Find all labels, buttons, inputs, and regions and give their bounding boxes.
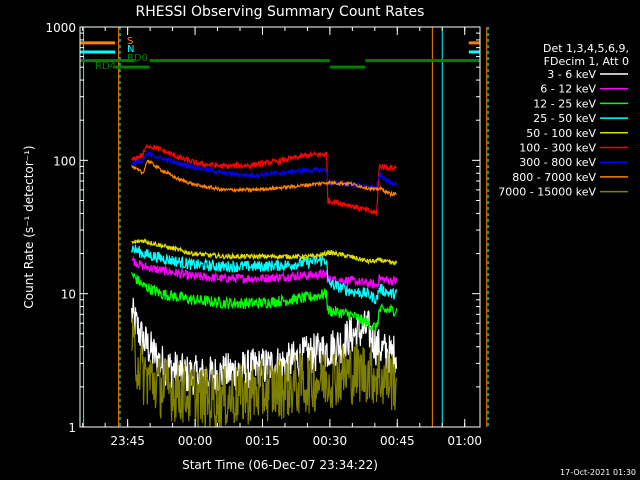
legend-header: FDecim 1, Att 0 — [544, 55, 629, 68]
series-line-300-800-kev — [131, 151, 398, 192]
state-label-rd0: RD0 — [127, 53, 148, 64]
footer-timestamp: 17-Oct-2021 01:30 — [560, 468, 636, 477]
state-label-s: S — [127, 36, 133, 47]
plot-frame — [79, 26, 481, 428]
x-tick-label: 00:45 — [380, 434, 415, 448]
legend-entry-label: 3 - 6 keV — [547, 68, 596, 81]
legend-entry-label: 300 - 800 keV — [519, 156, 596, 169]
legend-entry-label: 800 - 7000 keV — [512, 171, 596, 184]
legend-entry-label: 6 - 12 keV — [540, 83, 596, 96]
series-line-7000-15000-kev — [131, 318, 398, 428]
x-axis-label: Start Time (06-Dec-07 23:34:22) — [182, 458, 378, 472]
x-tick-label: 00:30 — [313, 434, 348, 448]
series-line-25-50-kev — [131, 244, 398, 305]
state-label-n: N — [127, 44, 134, 55]
legend-header: Det 1,3,4,5,6,9, — [543, 42, 629, 55]
y-axis-label: Count Rate (s⁻¹ detector⁻¹) — [22, 145, 36, 308]
chart-title: RHESSI Observing Summary Count Rates — [136, 4, 425, 20]
series-line-3-6-kev — [131, 297, 398, 396]
legend-entry-label: 12 - 25 keV — [533, 97, 596, 110]
x-tick-label: 00:15 — [245, 434, 280, 448]
legend-entry-label: 7000 - 15000 keV — [498, 186, 596, 199]
series-line-800-7000-kev — [131, 159, 397, 198]
x-tick-label: 00:00 — [178, 434, 213, 448]
legend-entry-label: 25 - 50 keV — [533, 112, 596, 125]
legend: Det 1,3,4,5,6,9,FDecim 1, Att 03 - 6 keV… — [498, 42, 629, 199]
y-tick-label: 1000 — [45, 21, 76, 35]
x-tick-label: 23:45 — [110, 434, 145, 448]
legend-entry-label: 50 - 100 keV — [526, 127, 596, 140]
series-line-50-100-kev — [131, 238, 398, 266]
series-line-12-25-kev — [131, 272, 398, 333]
series-line-6-12-kev — [131, 255, 398, 289]
series-line-100-300-kev — [131, 144, 397, 216]
y-tick-label: 100 — [53, 154, 76, 168]
y-tick-label: 10 — [61, 288, 76, 302]
x-tick-label: 01:00 — [447, 434, 482, 448]
legend-entry-label: 100 - 300 keV — [519, 142, 596, 155]
state-label-rd4: RD4 — [95, 61, 116, 72]
y-tick-label: 1 — [68, 421, 76, 435]
